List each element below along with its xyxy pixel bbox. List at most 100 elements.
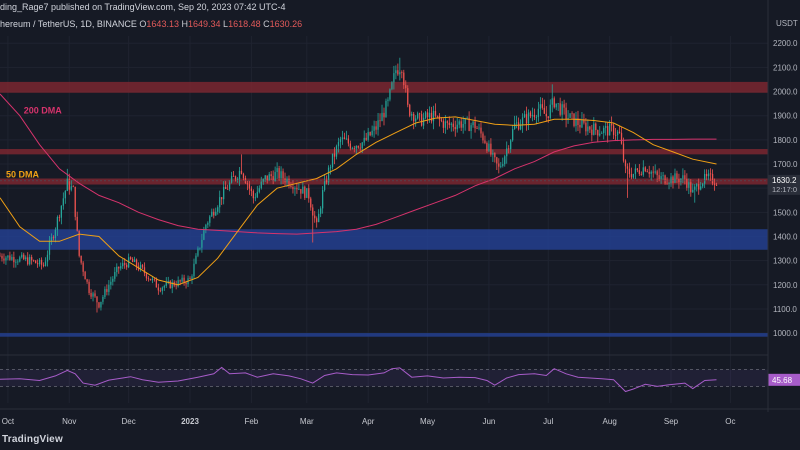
footer-bar: TradingView [0,430,800,450]
candle-body [444,121,447,128]
candle-body [1,255,3,259]
candle-body [684,175,686,179]
candle-body [652,171,654,173]
candle-body [470,125,472,132]
candle-body [219,197,221,208]
candle-body [34,260,37,264]
candle-body [153,278,156,280]
candle-body [543,107,545,114]
candle-body [492,153,494,155]
candle-body [329,167,332,168]
candle-body [262,179,264,182]
candle-body [446,121,448,123]
zone-resistance-1750 [0,149,768,155]
candle-body [92,293,94,297]
ohlc-low-label: L [223,19,229,29]
y-tick-label: 2000.0 [773,88,798,97]
candle-body [715,184,718,186]
candle-body [678,178,680,183]
symbol-title[interactable]: hereum / TetherUS, 1D, BINANCE [0,19,137,29]
candle-body [58,217,61,218]
candle-body [7,255,9,258]
candle-body [15,261,17,263]
candle-body [207,222,209,225]
candle-body [644,167,646,172]
candle-body [581,119,583,128]
candle-body [583,119,585,123]
candle-body [523,114,526,118]
candle-body [52,237,55,239]
candle-body [118,266,120,269]
candle-body [280,171,282,179]
candle-body [357,145,359,148]
candle-body [612,125,615,135]
tradingview-logo[interactable]: TradingView [2,434,63,445]
candle-body [304,186,306,198]
candle-body [464,118,466,124]
candle-body [17,261,19,263]
candle-body [648,172,650,174]
candle-body [46,254,49,262]
candle-body [19,257,21,262]
candle-body [466,117,468,119]
candle-body [589,126,591,130]
candle-body [599,133,601,136]
candle-body [201,239,203,248]
candle-body [634,168,637,174]
candle-body [339,139,342,143]
y-tick-label: 1200.0 [773,281,798,290]
candle-body [306,188,308,198]
x-tick-label: Mar [300,417,314,426]
candle-body [620,132,623,144]
candle-body [203,230,205,240]
candle-body [674,173,676,183]
candle-body [147,278,150,280]
candle-body [458,121,460,125]
candle-body [284,178,286,183]
candle-body [371,130,373,136]
candle-body [98,302,100,308]
candle-body [472,121,474,126]
ohlc-close-label: C [263,19,270,29]
candle-body [116,266,118,273]
candle-body [591,129,593,135]
candle-body [70,186,72,190]
candle-body [529,112,532,117]
candle-body [66,178,68,191]
candle-body [688,182,690,188]
candle-body [86,279,88,282]
candle-body [260,181,262,189]
candle-body [335,146,338,157]
candle-body [331,153,334,168]
candle-body [436,115,439,117]
candle-body [155,279,158,288]
candle-body [422,117,425,126]
candle-body [228,182,231,190]
candle-body [124,263,126,265]
zone-support-990 [0,333,768,337]
candle-body [250,188,253,192]
candle-body [84,271,86,280]
x-tick-label: Oc [725,417,735,426]
candle-body [605,126,607,128]
candle-body [314,215,316,219]
candle-body [531,114,534,117]
candle-body [482,133,484,141]
candle-body [345,138,348,140]
candle-body [504,156,506,165]
candle-body [420,114,423,126]
candle-body [624,160,627,167]
candle-body [381,112,383,122]
candle-body [232,176,235,177]
candle-body [341,137,344,140]
candle-body [234,176,237,180]
candle-body [110,281,112,285]
candle-body [656,171,658,176]
candle-body [680,178,682,183]
candle-body [312,207,314,216]
candle-body [510,140,512,150]
candle-body [442,120,445,128]
ohlc-low-value: 1618.48 [228,19,261,29]
candle-body [129,257,132,259]
